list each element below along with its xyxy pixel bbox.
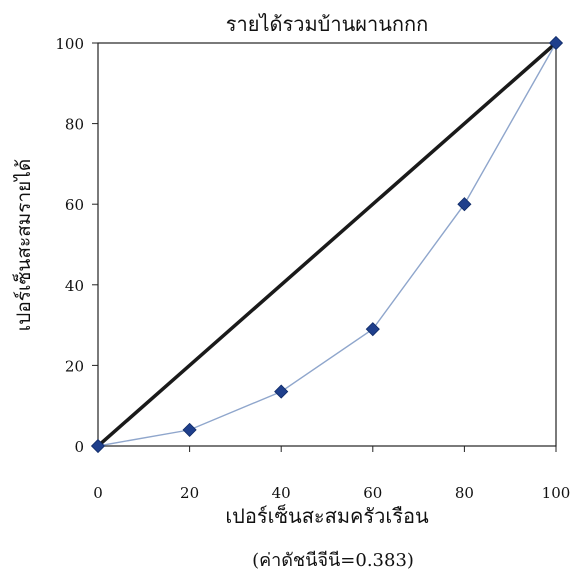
chart-title: รายได้รวมบ้านผานกกก (226, 12, 428, 36)
x-tick-label: 60 (363, 484, 382, 502)
lorenz-point (457, 197, 472, 212)
x-axis-ticks: 0 20 40 60 80 100 (93, 446, 570, 502)
y-tick-label: 100 (55, 35, 84, 53)
y-tick-label: 80 (65, 116, 84, 134)
y-tick-label: 20 (65, 357, 84, 375)
plot-frame (97, 42, 557, 447)
x-tick-label: 100 (542, 484, 571, 502)
y-axis-label: เปอร์เซ็นสะสมรายได้ (11, 159, 35, 331)
x-tick-label: 80 (455, 484, 474, 502)
lorenz-point (182, 422, 197, 437)
y-tick-label: 0 (74, 438, 84, 456)
y-tick-label: 60 (65, 196, 84, 214)
x-tick-label: 40 (272, 484, 291, 502)
x-axis-label: เปอร์เซ็นสะสมครัวเรือน (225, 503, 429, 528)
lorenz-point (90, 438, 106, 454)
x-tick-label: 20 (180, 484, 199, 502)
lorenz-point (548, 35, 564, 51)
x-tick-label: 0 (93, 484, 103, 502)
equality-line (96, 41, 558, 448)
series-layer (90, 35, 564, 454)
lorenz-point (274, 384, 289, 399)
y-axis-ticks: 0 20 40 60 80 100 (55, 35, 98, 456)
lorenz-curve-line (97, 42, 557, 447)
y-tick-label: 40 (65, 277, 84, 295)
lorenz-point (365, 322, 380, 337)
gini-caption: (ค่าดัชนีจีนี=0.383) (252, 550, 414, 571)
